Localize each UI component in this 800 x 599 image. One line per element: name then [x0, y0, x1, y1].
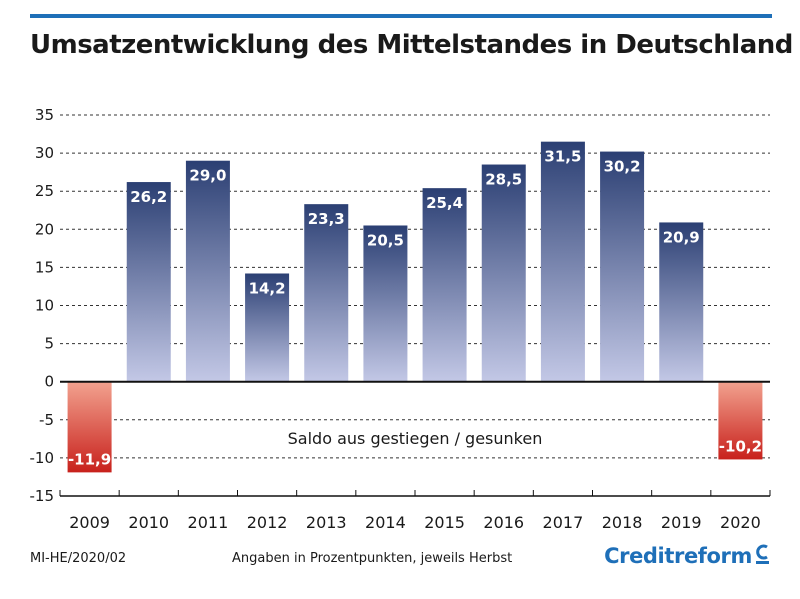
- y-tick-label: -15: [30, 487, 55, 505]
- data-label: 29,0: [189, 167, 226, 185]
- x-tick-label: 2009: [69, 513, 110, 532]
- labels: 35302520151050-5-10-15-11,926,229,014,22…: [30, 106, 763, 532]
- bar-2011: [185, 160, 230, 382]
- y-tick-label: 15: [35, 258, 54, 276]
- bar-2014: [363, 225, 408, 382]
- bar-2020: [718, 381, 763, 460]
- data-label: 25,4: [426, 194, 463, 212]
- data-label: 23,3: [308, 210, 345, 228]
- data-label: 14,2: [249, 279, 286, 297]
- bar-2010: [126, 182, 171, 382]
- y-tick-label: -5: [39, 411, 54, 429]
- data-label: 28,5: [485, 171, 522, 189]
- data-label: 20,5: [367, 231, 404, 249]
- x-tick-label: 2010: [128, 513, 169, 532]
- data-label: 30,2: [604, 158, 641, 176]
- x-tick-label: 2017: [543, 513, 584, 532]
- x-tick-label: 2011: [188, 513, 229, 532]
- x-tick-label: 2020: [720, 513, 761, 532]
- data-label: 20,9: [663, 228, 700, 246]
- source-code: MI-HE/2020/02: [30, 551, 127, 566]
- y-tick-label: 5: [44, 335, 54, 353]
- bar-2009: [67, 381, 112, 473]
- creditreform-logo: Creditreform: [604, 544, 770, 568]
- data-label: 31,5: [544, 148, 581, 166]
- data-label: -10,2: [719, 437, 762, 455]
- chart-annotation: Saldo aus gestiegen / gesunken: [288, 429, 543, 448]
- chart-title: Umsatzentwicklung des Mittelstandes in D…: [30, 30, 793, 60]
- data-label: -11,9: [68, 450, 111, 468]
- bar-2016: [481, 164, 526, 382]
- logo-wordmark: Creditreform: [604, 544, 752, 568]
- bar-2015: [422, 188, 467, 382]
- logo-mark-icon: [756, 544, 769, 564]
- axes: [59, 380, 771, 497]
- x-tick-label: 2016: [483, 513, 524, 532]
- x-tick-label: 2013: [306, 513, 347, 532]
- footer-note: Angaben in Prozentpunkten, jeweils Herbs…: [232, 551, 513, 566]
- y-tick-label: 20: [35, 220, 54, 238]
- y-tick-label: -10: [30, 449, 55, 467]
- top-accent-rule: [30, 14, 772, 18]
- bars: [67, 141, 763, 473]
- bar-2019: [659, 222, 704, 382]
- y-tick-label: 10: [35, 297, 54, 315]
- y-tick-label: 25: [35, 182, 54, 200]
- bar-2017: [540, 141, 585, 382]
- y-tick-label: 0: [44, 373, 54, 391]
- y-tick-label: 30: [35, 144, 54, 162]
- bar-2013: [304, 204, 349, 382]
- x-tick-label: 2012: [247, 513, 288, 532]
- x-tick-label: 2018: [602, 513, 643, 532]
- x-tick-label: 2014: [365, 513, 406, 532]
- y-tick-label: 35: [35, 106, 54, 124]
- bar-2012: [245, 273, 290, 382]
- bar-2018: [600, 151, 645, 382]
- x-tick-label: 2015: [424, 513, 465, 532]
- x-tick-label: 2019: [661, 513, 702, 532]
- data-label: 26,2: [130, 188, 167, 206]
